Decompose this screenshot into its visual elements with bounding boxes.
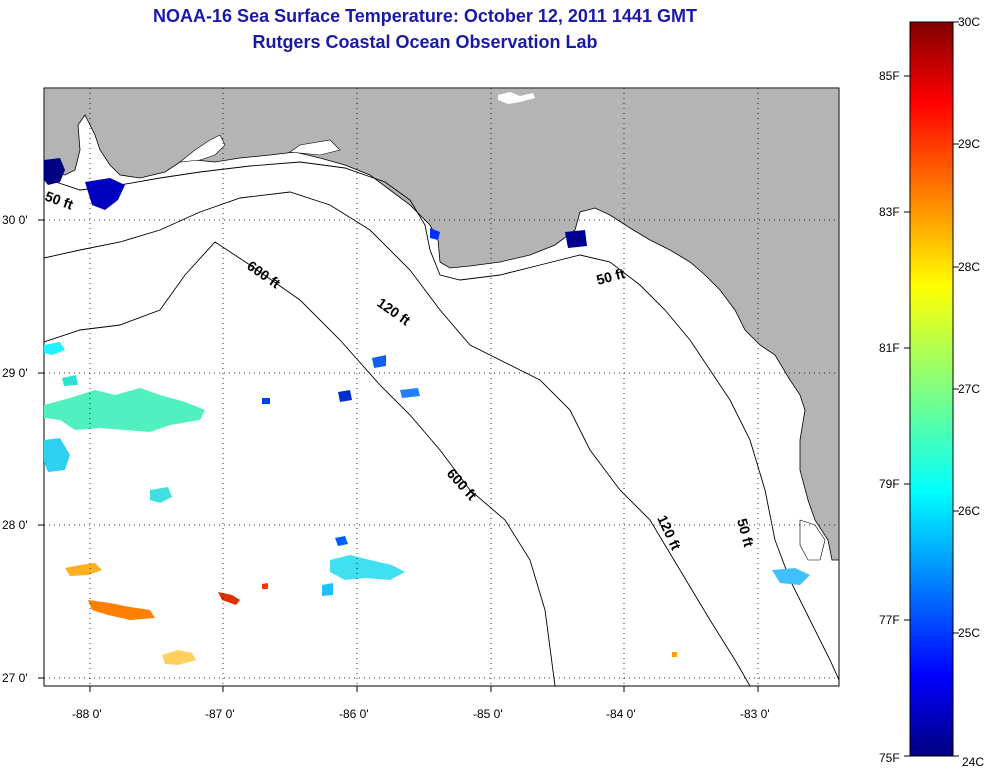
lon-label-88: -88 0': [72, 707, 102, 721]
contour-50ft: [44, 161, 839, 681]
colorbar-label-79f: 79F: [879, 477, 900, 491]
colorbar-label-28c: 28C: [958, 260, 980, 274]
inland-lake: [498, 92, 535, 104]
sst-data: [44, 158, 810, 665]
colorbar-label-77f: 77F: [879, 613, 900, 627]
colorbar-label-26c: 26C: [958, 504, 980, 518]
colorbar-label-25c: 25C: [958, 626, 980, 640]
colorbar-label-85f: 85F: [879, 69, 900, 83]
contour-600ft: [44, 241, 556, 686]
lon-label-87: -87 0': [205, 707, 235, 721]
lon-label-85: -85 0': [473, 707, 503, 721]
temperature-colorbar: [909, 21, 954, 757]
colorbar-label-75f: 75F: [879, 751, 900, 765]
lat-label-30: 30 0': [2, 213, 28, 227]
lat-label-28: 28 0': [2, 518, 28, 532]
map-subtitle: Rutgers Coastal Ocean Observation Lab: [252, 32, 598, 52]
bay-choctaw: [289, 139, 341, 156]
lat-label-27: 27 0': [2, 671, 28, 685]
colorbar-label-30c: 30C: [958, 15, 980, 29]
land-mass: [44, 88, 839, 561]
lon-label-84: -84 0': [606, 707, 636, 721]
colorbar-label-27c: 27C: [958, 382, 980, 396]
contour-label-50-south: 50 ft: [734, 517, 757, 549]
contour-120ft: [44, 191, 751, 686]
lat-label-29: 29 0': [2, 366, 28, 380]
colorbar-label-24c: 24C: [962, 755, 984, 769]
colorbar-label-81f: 81F: [879, 341, 900, 355]
lon-label-83: -83 0': [740, 707, 770, 721]
bay-pensacola: [179, 134, 226, 163]
colorbar-label-29c: 29C: [958, 137, 980, 151]
map-title: NOAA-16 Sea Surface Temperature: October…: [153, 6, 697, 26]
axis-ticks: [38, 219, 759, 692]
colorbar-label-83f: 83F: [879, 205, 900, 219]
lon-label-86: -86 0': [339, 707, 369, 721]
contour-label-50-bigbend: 50 ft: [595, 265, 627, 288]
